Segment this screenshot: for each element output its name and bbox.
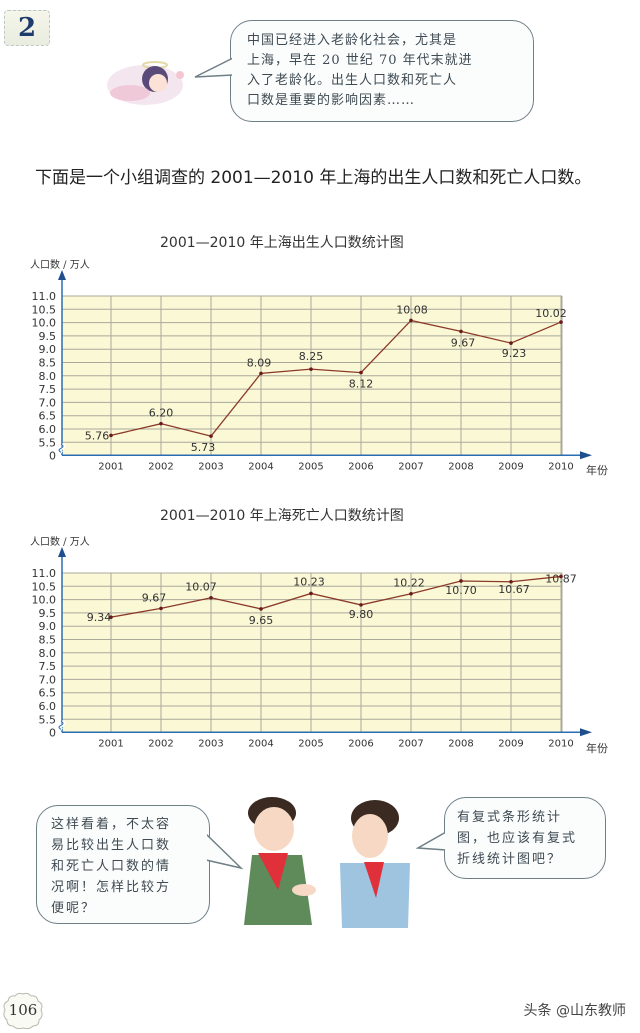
angel-bubble-tail [194, 57, 235, 78]
svg-text:9.23: 9.23 [502, 347, 527, 360]
svg-text:2005: 2005 [298, 461, 323, 472]
birth-chart-title: 2001—2010 年上海出生人口数统计图 [160, 235, 404, 251]
svg-text:10.22: 10.22 [393, 577, 425, 590]
page-number-badge [3, 992, 43, 1030]
svg-text:10.0: 10.0 [32, 317, 57, 330]
svg-text:8.5: 8.5 [39, 357, 57, 370]
svg-text:10.02: 10.02 [535, 307, 567, 320]
svg-text:2009: 2009 [498, 461, 523, 472]
svg-text:9.5: 9.5 [39, 607, 57, 620]
svg-text:2001: 2001 [98, 461, 123, 472]
svg-text:8.0: 8.0 [39, 370, 57, 383]
boy-illustration [244, 797, 316, 925]
svg-text:10.08: 10.08 [396, 303, 428, 316]
svg-text:6.5: 6.5 [39, 687, 57, 700]
svg-text:2004: 2004 [248, 461, 273, 472]
svg-text:9.0: 9.0 [39, 620, 57, 633]
svg-text:6.0: 6.0 [39, 700, 57, 713]
svg-text:10.5: 10.5 [32, 580, 57, 593]
svg-text:7.0: 7.0 [39, 673, 57, 686]
svg-text:2006: 2006 [348, 738, 373, 749]
svg-text:10.07: 10.07 [185, 581, 217, 594]
svg-text:2003: 2003 [198, 738, 223, 749]
angel-speech-text: 中国已经进入老龄化社会，尤其是 上海，早在 20 世纪 70 年代末就进 入了老… [247, 33, 473, 108]
svg-text:5.5: 5.5 [39, 713, 57, 726]
svg-text:10.23: 10.23 [293, 575, 325, 588]
death-line-chart: 05.56.06.57.07.58.08.59.09.510.010.511.0… [32, 547, 592, 749]
birth-line-chart: 05.56.06.57.07.58.08.59.09.510.010.511.0… [32, 270, 592, 472]
svg-text:7.5: 7.5 [39, 383, 57, 396]
svg-text:10.67: 10.67 [498, 583, 530, 596]
girl-bubble-tail [416, 831, 448, 851]
lesson-number: 2 [17, 13, 37, 43]
svg-text:2007: 2007 [398, 738, 423, 749]
boy-speech-text: 这样看着，不太容 易比较出生人口数 和死亡人口数的情 况啊！怎样比较方 便呢？ [51, 817, 172, 916]
svg-text:11.0: 11.0 [32, 290, 57, 303]
svg-text:2009: 2009 [498, 738, 523, 749]
svg-text:5.73: 5.73 [191, 441, 216, 454]
page-number: 106 [8, 1001, 38, 1019]
svg-text:6.5: 6.5 [39, 410, 57, 423]
boy-bubble-tail [205, 833, 244, 870]
death-chart-xlabel: 年份 [586, 742, 608, 755]
svg-text:2007: 2007 [398, 461, 423, 472]
angel-illustration [107, 61, 184, 105]
svg-text:9.67: 9.67 [451, 336, 476, 349]
death-chart-ylabel: 人口数 / 万人 [30, 537, 90, 548]
death-chart-title: 2001—2010 年上海死亡人口数统计图 [160, 508, 404, 524]
svg-text:2002: 2002 [148, 461, 173, 472]
svg-text:5.5: 5.5 [39, 436, 57, 449]
svg-text:9.5: 9.5 [39, 330, 57, 343]
svg-text:7.0: 7.0 [39, 396, 57, 409]
birth-chart-xlabel: 年份 [586, 464, 608, 477]
lesson-number-badge: 2 [4, 10, 50, 46]
svg-text:10.0: 10.0 [32, 594, 57, 607]
svg-text:2010: 2010 [548, 461, 573, 472]
svg-text:8.0: 8.0 [39, 647, 57, 660]
watermark: 头条 @山东教师 [523, 1003, 626, 1019]
svg-text:2008: 2008 [448, 738, 473, 749]
svg-text:9.67: 9.67 [142, 591, 167, 604]
svg-text:5.76: 5.76 [85, 429, 110, 442]
svg-text:9.80: 9.80 [349, 608, 374, 621]
svg-text:10.87: 10.87 [545, 572, 577, 585]
girl-illustration [340, 800, 410, 928]
svg-text:7.5: 7.5 [39, 660, 57, 673]
svg-text:2003: 2003 [198, 461, 223, 472]
svg-text:0: 0 [49, 726, 56, 739]
svg-text:2006: 2006 [348, 461, 373, 472]
svg-text:9.65: 9.65 [249, 614, 274, 627]
boy-speech-bubble: 这样看着，不太容 易比较出生人口数 和死亡人口数的情 况啊！怎样比较方 便呢？ [36, 805, 210, 924]
svg-text:8.12: 8.12 [349, 378, 374, 391]
birth-chart-ylabel: 人口数 / 万人 [30, 260, 90, 271]
svg-text:0: 0 [49, 449, 56, 462]
svg-text:2002: 2002 [148, 738, 173, 749]
svg-text:8.25: 8.25 [299, 350, 324, 363]
svg-text:10.70: 10.70 [445, 584, 477, 597]
angel-speech-bubble: 中国已经进入老龄化社会，尤其是 上海，早在 20 世纪 70 年代末就进 入了老… [230, 20, 534, 122]
svg-text:2008: 2008 [448, 461, 473, 472]
intro-text: 下面是一个小组调查的 2001—2010 年上海的出生人口数和死亡人口数。 [35, 168, 592, 188]
svg-text:8.09: 8.09 [247, 356, 272, 369]
girl-speech-bubble: 有复式条形统计 图，也应该有复式 折线统计图吧？ [444, 797, 606, 879]
svg-text:2004: 2004 [248, 738, 273, 749]
svg-text:2001: 2001 [98, 738, 123, 749]
svg-text:8.5: 8.5 [39, 634, 57, 647]
svg-text:6.20: 6.20 [149, 407, 174, 420]
svg-text:2010: 2010 [548, 738, 573, 749]
girl-speech-text: 有复式条形统计 图，也应该有复式 折线统计图吧？ [457, 810, 578, 867]
svg-text:9.0: 9.0 [39, 343, 57, 356]
svg-text:6.0: 6.0 [39, 423, 57, 436]
svg-text:11.0: 11.0 [32, 567, 57, 580]
svg-text:2005: 2005 [298, 738, 323, 749]
svg-text:10.5: 10.5 [32, 303, 57, 316]
svg-text:9.34: 9.34 [87, 611, 112, 624]
